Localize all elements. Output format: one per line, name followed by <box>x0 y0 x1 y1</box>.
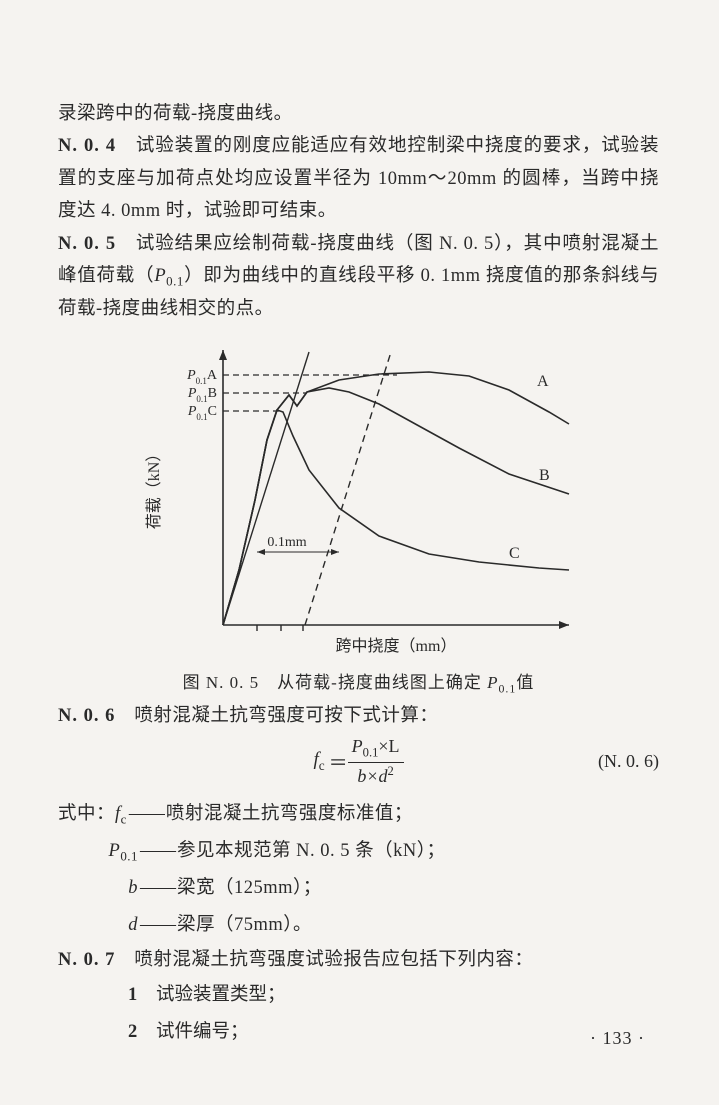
symbol-p-sub: 0.1 <box>166 274 184 289</box>
caption-tail: 值 <box>516 673 534 692</box>
caption-text: 从荷载-挠度曲线图上确定 <box>277 673 487 692</box>
section-text: 试验装置的刚度应能适应有效地控制梁中挠度的要求，试验装置的支座与加荷点处均应设置… <box>58 136 659 221</box>
caption-label: 图 N. 0. 5 <box>183 673 260 692</box>
list-item: 2试件编号； <box>128 1014 659 1051</box>
report-items: 1试验装置类型； 2试件编号； <box>58 977 659 1051</box>
svg-text:B: B <box>539 467 550 484</box>
figure-n05: P0.1AP0.1BP0.1C 0.1mm A B C 荷载（kN） 跨中挠度（mm） <box>58 340 659 660</box>
caption-sym: P <box>487 673 498 692</box>
where-sym: d <box>94 907 138 944</box>
load-deflection-chart: P0.1AP0.1BP0.1C 0.1mm A B C 荷载（kN） 跨中挠度（mm） <box>139 340 579 660</box>
figure-caption: 图 N. 0. 5 从荷载-挠度曲线图上确定 P0.1值 <box>58 668 659 696</box>
where-intro: 式中： <box>58 796 115 833</box>
where-text: 梁宽（125mm）； <box>177 870 322 907</box>
where-list: 式中： fc —— 喷射混凝土抗弯强度标准值； P0.1 —— 参见本规范第 N… <box>58 796 659 944</box>
svg-text:P0.1A: P0.1A <box>186 368 218 386</box>
page-content: 录梁跨中的荷载-挠度曲线。 N. 0. 4 试验装置的刚度应能适应有效地控制梁中… <box>0 0 719 1101</box>
where-sym: fc <box>115 796 127 833</box>
symbol-p: P <box>154 266 166 286</box>
svg-text:P0.1B: P0.1B <box>186 386 216 404</box>
section-n07: N. 0. 7 喷射混凝土抗弯强度试验报告应包括下列内容： <box>58 944 659 976</box>
svg-text:荷载（kN）: 荷载（kN） <box>145 445 163 529</box>
caption-sym-sub: 0.1 <box>498 681 516 695</box>
where-dash: —— <box>140 833 175 870</box>
section-label: N. 0. 7 <box>58 950 115 970</box>
where-row: d —— 梁厚（75mm）。 <box>58 907 659 944</box>
section-n04: N. 0. 4 试验装置的刚度应能适应有效地控制梁中挠度的要求，试验装置的支座与… <box>58 130 659 227</box>
list-item: 1试验装置类型； <box>128 977 659 1014</box>
svg-text:P0.1C: P0.1C <box>186 404 216 422</box>
section-text: 喷射混凝土抗弯强度可按下式计算： <box>115 706 438 726</box>
where-text: 梁厚（75mm）。 <box>177 907 312 944</box>
eq-equals: ＝ <box>329 748 348 775</box>
where-text: 参见本规范第 N. 0. 5 条（kN）； <box>177 833 445 870</box>
where-text: 喷射混凝土抗弯强度标准值； <box>166 796 413 833</box>
where-row: 式中： fc —— 喷射混凝土抗弯强度标准值； <box>58 796 659 833</box>
section-n05: N. 0. 5 试验结果应绘制荷载-挠度曲线（图 N. 0. 5），其中喷射混凝… <box>58 228 659 326</box>
section-label: N. 0. 6 <box>58 706 115 726</box>
equation-n06: fc ＝ P0.1×L b×d2 (N. 0. 6) <box>58 736 659 786</box>
eq-lhs: fc <box>313 749 324 774</box>
eq-fraction: P0.1×L b×d2 <box>348 736 404 787</box>
section-n06: N. 0. 6 喷射混凝土抗弯强度可按下式计算： <box>58 700 659 732</box>
where-row: P0.1 —— 参见本规范第 N. 0. 5 条（kN）； <box>58 833 659 870</box>
eq-number: (N. 0. 6) <box>598 751 659 772</box>
svg-text:C: C <box>509 545 520 562</box>
svg-text:跨中挠度（mm）: 跨中挠度（mm） <box>335 637 456 655</box>
where-sym: P0.1 <box>94 833 138 870</box>
section-label: N. 0. 5 <box>58 234 116 254</box>
section-label: N. 0. 4 <box>58 136 116 156</box>
svg-text:A: A <box>537 373 549 390</box>
where-dash: —— <box>129 796 164 833</box>
where-dash: —— <box>140 870 175 907</box>
where-dash: —— <box>140 907 175 944</box>
where-sym: b <box>94 870 138 907</box>
svg-text:0.1mm: 0.1mm <box>267 535 306 550</box>
section-text: 喷射混凝土抗弯强度试验报告应包括下列内容： <box>115 950 533 970</box>
para-continuation: 录梁跨中的荷载-挠度曲线。 <box>58 98 659 130</box>
page-number: · 133 · <box>590 1028 645 1049</box>
where-row: b —— 梁宽（125mm）； <box>58 870 659 907</box>
